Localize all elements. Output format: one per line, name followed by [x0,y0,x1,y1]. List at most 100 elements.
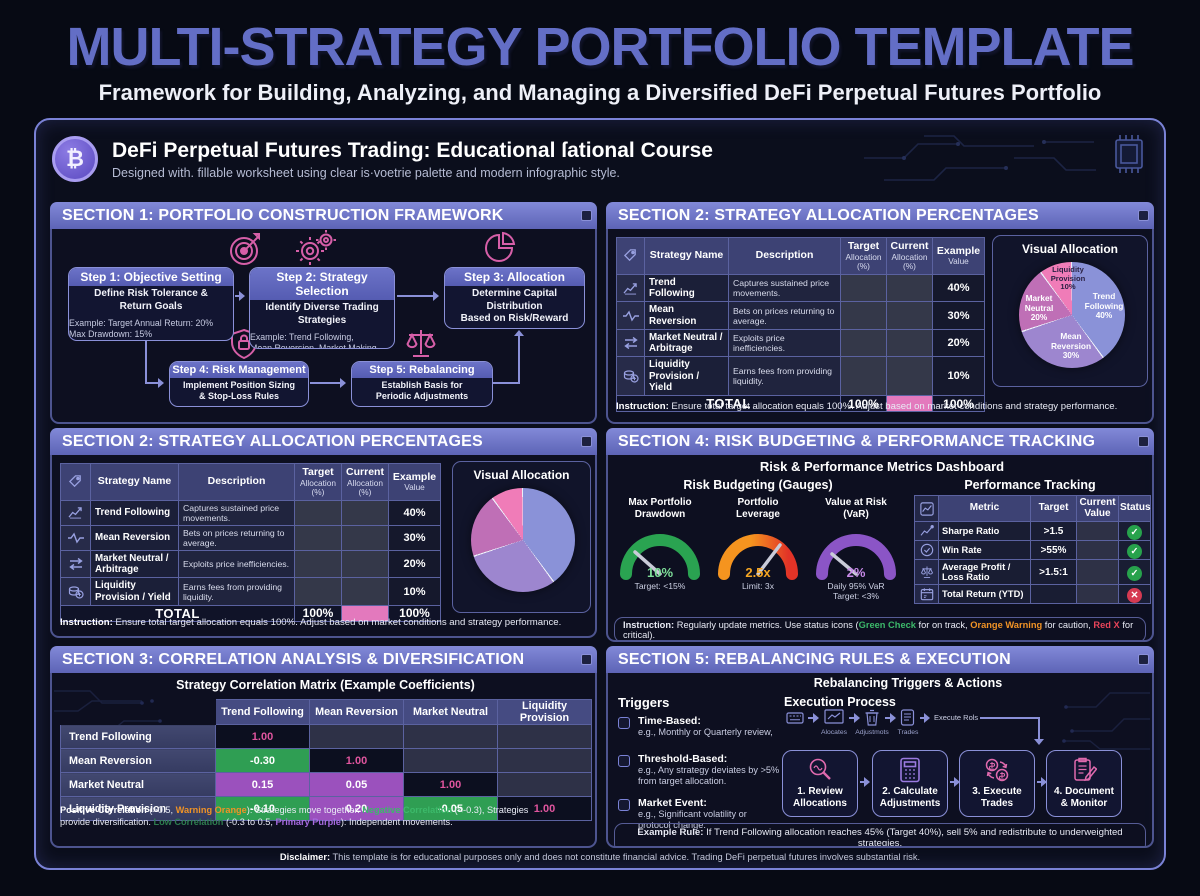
checkbox-threshold-based[interactable] [618,755,630,767]
step-1-title: Step 1: Objective Setting [69,268,233,286]
target-input-cell[interactable] [294,524,342,551]
scales-icon [406,330,436,357]
current-input-cell[interactable] [341,549,389,579]
correlation-cell: 1.00 [403,772,498,797]
pulse-wave-icon [60,524,91,551]
current-input-cell[interactable] [341,524,389,551]
current-input-cell[interactable] [886,273,933,303]
target-input-cell[interactable] [294,577,342,606]
section-3-header: SECTION 3: CORRELATION ANALYSIS & DIVERS… [50,646,597,673]
col-target-line2: Allocation (%) [300,477,336,497]
checkbox-market-event[interactable] [618,799,630,811]
correlation-cell[interactable] [309,724,404,749]
metric-name: Sharpe Ratio [938,521,1031,541]
legend-positive: Positive Correlation [60,805,147,815]
disclaimer-text: This template is for educational purpose… [330,852,921,862]
trigger-item: Time-Based: e.g., Monthly or Quarterly r… [638,715,778,738]
swap-arrows-icon [60,549,91,579]
col-description: Description [178,463,295,501]
col-current-line1: Current [346,466,384,478]
col-value-line1: Example [936,244,981,257]
correlation-cell: 0.20 [309,796,404,821]
metric-current-cell[interactable] [1076,558,1119,586]
elbow-step5-right [493,382,519,384]
step-4-body: Implement Position Sizing & Stop-Loss Ru… [182,380,295,402]
process-box-document: 4. Document & Monitor [1046,750,1122,817]
section-1-header: SECTION 1: PORTFOLIO CONSTRUCTION FRAMEW… [50,202,597,229]
correlation-cell[interactable] [497,724,592,749]
total-current-cell[interactable] [341,604,389,622]
target-input-cell[interactable] [840,328,887,358]
correlation-cell[interactable] [497,772,592,797]
gauge-var: Value at Risk (VaR) 2% Daily 95% VaR Tar… [810,497,902,602]
trigger-desc: e.g., Any strategy deviates by >5% from … [638,765,780,787]
gauge-max-drawdown: Max Portfolio Drawdown 10% Target: <15% [614,497,706,591]
step-3-body: Determine Capital Distribution Based on … [460,288,569,324]
target-input-cell[interactable] [294,549,342,579]
target-input-cell[interactable] [840,301,887,330]
gauge-leverage: Portfolio Leverage 2.5x Limit: 3x [712,497,804,591]
target-input-cell[interactable] [840,273,887,303]
clipboard-pen-icon [1074,757,1097,782]
section-5-title: SECTION 5: REBALANCING RULES & EXECUTION [618,650,1011,668]
example-value: 30% [388,524,441,551]
flow-elbow-horizontal [980,717,1040,719]
instruction-text: Instruction: Ensure total target allocat… [60,617,592,628]
check-icon: ✓ [1127,566,1142,582]
correlation-cell[interactable] [403,724,498,749]
instruction-body: Ensure total target allocation equals 10… [668,401,1118,412]
matrix-col-header: Trend Following [215,699,310,725]
total-current-cell[interactable] [886,395,933,413]
process-arrow [860,777,870,787]
strategy-name: Mean Reversion [644,301,729,330]
example-value: 10% [932,356,985,397]
correlation-cell[interactable] [497,748,592,773]
metric-row: Average Profit / Loss Ratio >1.5:1 ✓ [914,558,1151,586]
table-row: Liquidity Provision / Yield Earns fees f… [60,577,441,606]
legend-warning-orange: Warning Orange [175,805,247,815]
pie-label-trend-following: Trend Following 40% [1084,291,1124,321]
current-input-cell[interactable] [341,577,389,606]
step-3-box: Step 3: Allocation Determine Capital Dis… [444,267,585,329]
correlation-cell[interactable] [403,748,498,773]
col-current-line1: Current [890,240,929,252]
disclaimer-label: Disclaimer: [279,852,331,862]
metric-current-cell[interactable] [1076,540,1119,560]
section-2-left-body: Strategy Name Description Target Allocati… [50,455,597,638]
col-current-allocation: Current Allocation (%) [886,237,933,275]
checkbox-time-based[interactable] [618,717,630,729]
current-input-cell[interactable] [341,499,389,526]
target-input-cell[interactable] [840,356,887,397]
matrix-row: Liquidity Provision -0.10 0.20 -0.05 1.0… [60,796,592,821]
banner-title: DeFi Perpetual Futures Trading: Educatio… [112,138,713,162]
col-value-line1: Example [392,470,437,483]
section-5-header: SECTION 5: REBALANCING RULES & EXECUTION [606,646,1154,673]
current-input-cell[interactable] [886,301,933,330]
header-endcap [1138,436,1149,447]
current-input-cell[interactable] [886,356,933,397]
status-cell: ✓ [1118,558,1151,586]
metric-target-cell[interactable] [1030,584,1077,605]
col-target-line1: Target [302,466,334,478]
target-input-cell[interactable] [294,499,342,526]
matrix-row-header: Trend Following [60,724,216,749]
section-4-body: Risk & Performance Metrics Dashboard Ris… [606,455,1154,642]
flow-label: Adjustmots [855,729,889,736]
total-value: 100% [388,604,441,622]
trigger-item: Threshold-Based: e.g., Any strategy devi… [638,753,780,787]
strategy-desc: Exploits price inefficiencies. [178,549,295,579]
trigger-item: Market Event: e.g., Significant volatili… [638,797,780,831]
metric-current-cell[interactable] [1076,584,1119,605]
metric-current-cell[interactable] [1076,521,1119,541]
arrow-step2-step3 [397,291,439,301]
status-cell: ✕ [1118,584,1151,605]
current-input-cell[interactable] [886,328,933,358]
process-label: 2. Calculate Adjustments [879,786,941,809]
section-2-right-title: SECTION 2: STRATEGY ALLOCATION PERCENTAG… [618,206,1039,224]
table-row: Mean Reversion Bets on prices returning … [60,524,441,551]
gauge-value: 10% [646,565,674,580]
process-box-calculate: 2. Calculate Adjustments [872,750,948,817]
strategy-name: Market Neutral / Arbitrage [90,549,179,579]
strategy-name: Market Neutral / Arbitrage [644,328,729,358]
banner-subtitle: Designed with. fillable worksheet using … [112,165,620,180]
